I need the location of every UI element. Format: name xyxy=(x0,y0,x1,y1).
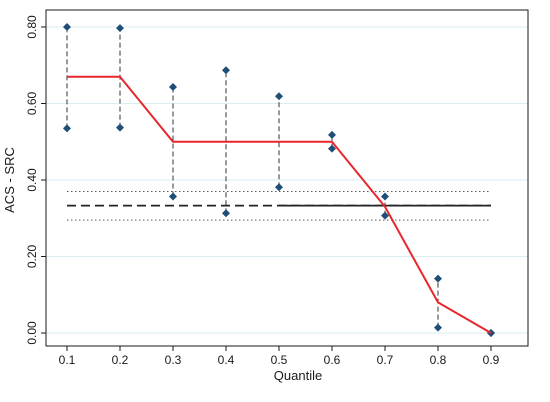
interval-lower-marker-7 xyxy=(434,323,442,332)
y-ticks: 0.00 0.20 0.40 0.60 0.80 xyxy=(25,15,46,345)
interval-upper-marker-2 xyxy=(169,83,177,92)
interval-upper-marker-7 xyxy=(434,274,442,283)
y-tick-label-1: 0.20 xyxy=(25,244,39,268)
grid xyxy=(46,26,528,334)
interval-lower-marker-2 xyxy=(169,192,177,201)
x-axis-title: Quantile xyxy=(274,368,322,383)
interval-upper-marker-1 xyxy=(116,24,124,33)
intervals xyxy=(63,23,495,337)
y-tick-label-0: 0.00 xyxy=(25,321,39,345)
interval-lower-marker-6 xyxy=(381,211,389,220)
interval-upper-marker-6 xyxy=(381,192,389,201)
interval-lower-marker-5 xyxy=(328,144,336,153)
interval-lower-marker-0 xyxy=(63,124,71,133)
series xyxy=(67,75,492,334)
y-tick-label-2: 0.40 xyxy=(25,168,39,192)
interval-lower-marker-4 xyxy=(275,183,283,192)
y-tick-label-4: 0.80 xyxy=(25,15,39,39)
plot-frame xyxy=(45,9,529,347)
x-tick-label-6: 0.7 xyxy=(377,353,394,367)
x-tick-label-2: 0.3 xyxy=(165,353,182,367)
interval-lower-marker-3 xyxy=(222,209,230,218)
x-tick-label-1: 0.2 xyxy=(112,353,129,367)
interval-lower-marker-1 xyxy=(116,123,124,132)
x-tick-label-3: 0.4 xyxy=(218,353,235,367)
reference-lines xyxy=(67,190,491,221)
interval-upper-marker-3 xyxy=(222,66,230,75)
x-tick-label-0: 0.1 xyxy=(59,353,76,367)
interval-upper-marker-5 xyxy=(328,130,336,139)
y-tick-label-3: 0.60 xyxy=(25,91,39,115)
x-tick-label-7: 0.8 xyxy=(430,353,447,367)
x-tick-label-4: 0.5 xyxy=(271,353,288,367)
x-tick-label-8: 0.9 xyxy=(483,353,500,367)
x-tick-label-5: 0.6 xyxy=(324,353,341,367)
plot-border xyxy=(45,9,529,347)
interval-upper-marker-0 xyxy=(63,23,71,31)
y-axis-title: ACS - SRC xyxy=(2,147,17,213)
interval-upper-marker-4 xyxy=(275,92,283,101)
x-ticks: 0.1 0.2 0.3 0.4 0.5 0.6 0.7 0.8 0.9 xyxy=(59,346,500,367)
series-line-0 xyxy=(67,75,492,334)
